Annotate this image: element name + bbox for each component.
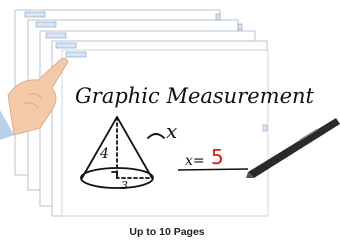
toolbar xyxy=(36,22,56,27)
toolbar xyxy=(66,52,86,57)
toolbar xyxy=(263,125,267,131)
front-page xyxy=(62,50,268,216)
toolbar xyxy=(25,12,45,17)
answer-line xyxy=(178,169,248,170)
toolbar xyxy=(216,14,220,20)
toolbar xyxy=(46,33,66,38)
height-label: 4 xyxy=(99,146,109,162)
caption: Up to 10 Pages xyxy=(129,226,204,238)
equation: x= xyxy=(185,153,205,169)
angle-label: x xyxy=(166,119,177,143)
toolbar xyxy=(56,43,76,48)
toolbar xyxy=(238,24,242,30)
handwritten-title: Graphic Measurement xyxy=(75,84,315,108)
illustration: Graphic Measurement 4 3 x x= 5 Up to 10 … xyxy=(0,0,340,240)
answer: 5 xyxy=(211,145,224,169)
radius-label: 3 xyxy=(121,179,128,192)
